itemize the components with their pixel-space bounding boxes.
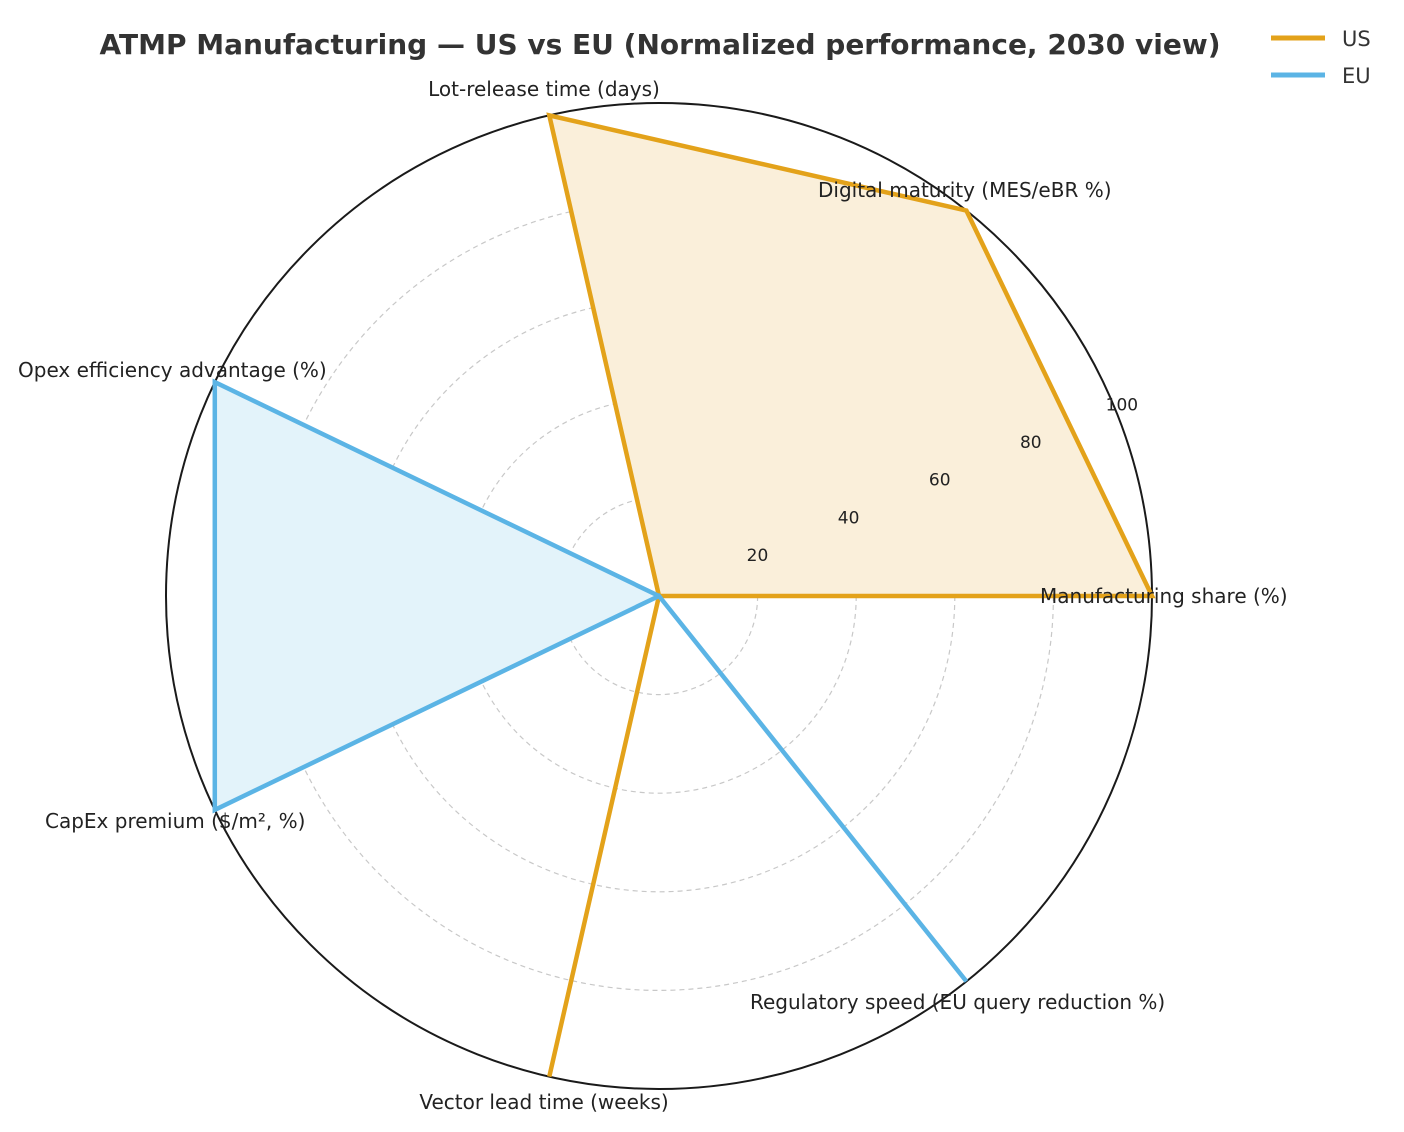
axis-label-6: Regulatory speed (EU query reduction %) bbox=[750, 990, 1165, 1014]
chart-title: ATMP Manufacturing — US vs EU (Normalize… bbox=[100, 28, 1221, 61]
axis-label-4: CapEx premium ($/m², %) bbox=[45, 809, 305, 833]
axis-label-5: Vector lead time (weeks) bbox=[419, 1090, 668, 1114]
tick-label-100: 100 bbox=[1106, 395, 1138, 415]
tick-label-20: 20 bbox=[747, 546, 769, 566]
legend-label-us: US bbox=[1342, 27, 1371, 51]
tick-label-40: 40 bbox=[838, 509, 860, 529]
legend: US EU bbox=[1271, 27, 1371, 88]
tick-label-80: 80 bbox=[1020, 433, 1042, 453]
axis-label-2: Lot-release time (days) bbox=[428, 77, 660, 101]
series-layer bbox=[212, 112, 1156, 1078]
legend-label-eu: EU bbox=[1342, 64, 1371, 88]
series-area-eu bbox=[214, 382, 967, 982]
axis-label-0: Manufacturing share (%) bbox=[1040, 584, 1288, 608]
series-line-eu bbox=[212, 378, 969, 983]
axis-label-3: Opex efficiency advantage (%) bbox=[18, 358, 327, 382]
tick-label-60: 60 bbox=[929, 471, 951, 491]
axis-labels: Manufacturing share (%) Digital maturity … bbox=[18, 77, 1288, 1114]
axis-label-1: Digital maturity (MES/eBR %) bbox=[818, 178, 1112, 202]
radial-tick-labels: 20 40 60 80 100 bbox=[747, 395, 1138, 566]
